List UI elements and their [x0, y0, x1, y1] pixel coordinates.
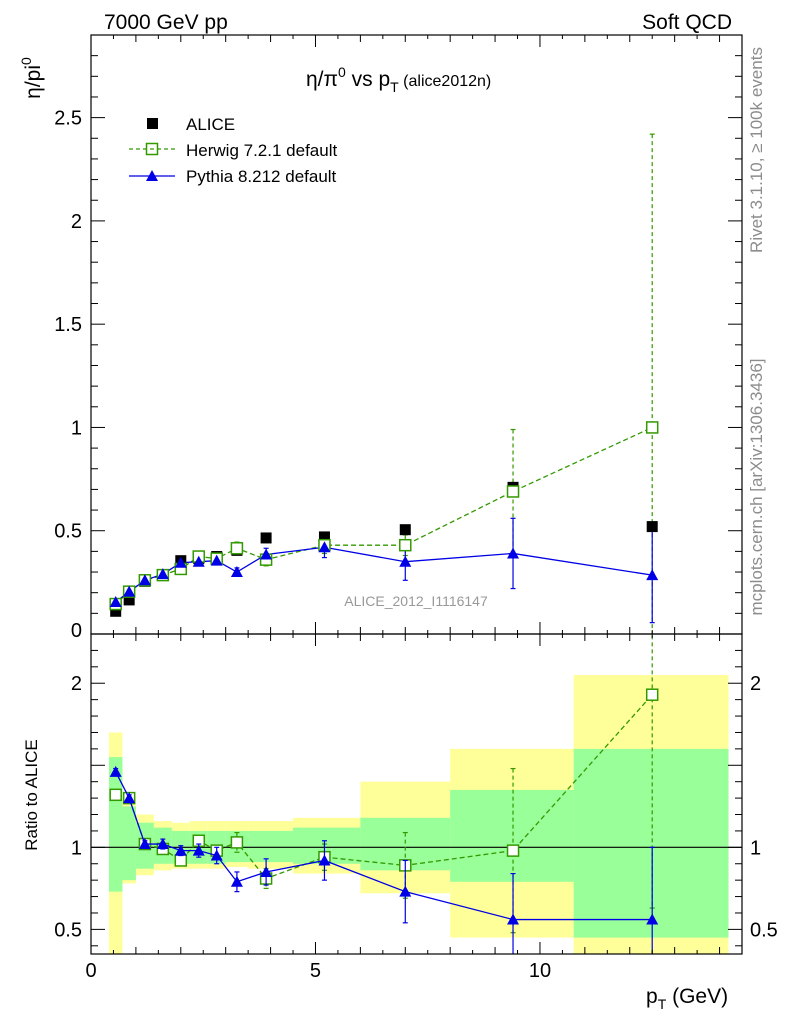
pythia-ratio-point-1 — [123, 792, 136, 804]
legend-marker-alice — [147, 118, 158, 129]
rivet-label: Rivet 3.1.10, ≥ 100k events — [747, 47, 766, 253]
pythia-point-8 — [260, 548, 273, 560]
pythia-point-1 — [123, 585, 136, 597]
pythia-point-3 — [156, 568, 169, 580]
alice-point-8 — [260, 532, 272, 544]
x-tick-label: 5 — [310, 960, 321, 982]
legend-marker-herwig — [145, 142, 159, 156]
herwig-point-12 — [645, 421, 659, 434]
pythia-ratio-point-9 — [318, 854, 331, 866]
alice-point-9 — [318, 531, 330, 543]
y-axis-title-top: η/pi0 — [18, 57, 45, 99]
band-stat-12 — [573, 748, 729, 938]
pythia-ratio-point-7 — [230, 875, 243, 887]
pythia-ratio-point-0 — [109, 765, 122, 777]
legend-label-alice: ALICE — [186, 115, 235, 134]
ratio-y-tick-label-left: 0.5 — [54, 919, 82, 941]
pythia-point-6 — [210, 554, 223, 566]
pythia-point-11 — [507, 547, 520, 559]
pythia-ratio-point-11 — [507, 913, 520, 925]
svg-text:η/π0 vs pT (alice2012n): η/π0 vs pT (alice2012n) — [306, 64, 491, 95]
chart-title: η/π0 vs pT (alice2012n) — [306, 64, 491, 95]
ratio-y-tick-label-right: 0.5 — [750, 919, 778, 941]
herwig-point-10 — [399, 538, 412, 552]
alice-point-12 — [646, 521, 658, 533]
herwig-point-7 — [230, 542, 244, 555]
band-stat-8 — [248, 830, 294, 863]
herwig-ratio-point-7 — [230, 836, 244, 849]
ratio-y-tick-label-right: 1 — [750, 837, 761, 859]
pythia-point-9 — [318, 541, 331, 553]
herwig-ratio-point-4 — [174, 854, 188, 867]
pythia-point-0 — [109, 595, 122, 607]
mcplots-label: mcplots.cern.ch [arXiv:1306.3436] — [747, 358, 766, 615]
alice-point-0 — [110, 605, 122, 617]
top-series-layer — [109, 133, 659, 634]
pythia-ratio-point-2 — [138, 838, 151, 850]
ratio-series-layer — [109, 634, 659, 954]
pythia-ratio-point-12 — [646, 913, 659, 925]
svg-text:η/pi0: η/pi0 — [18, 57, 45, 99]
herwig-ratio-point-0 — [109, 788, 122, 802]
bottom-frame — [90, 633, 743, 955]
header-right: Soft QCD — [642, 11, 732, 34]
top-y-tick-label: 0.5 — [54, 521, 82, 543]
top-y-tick-label: 2 — [71, 211, 82, 233]
y-axis-title-bottom: Ratio to ALICE — [22, 739, 41, 851]
pythia-ratio-point-6 — [210, 849, 223, 861]
x-axis-title: pT (GeV) — [646, 985, 728, 1012]
pythia-ratio-point-10 — [399, 885, 412, 897]
pythia-point-10 — [399, 555, 412, 567]
herwig-line — [115, 426, 653, 605]
pythia-ratio-point-8 — [260, 865, 273, 877]
svg-text:pT (GeV): pT (GeV) — [646, 985, 728, 1012]
alice-point-10 — [399, 524, 411, 536]
top-y-tick-label: 0 — [71, 620, 82, 642]
herwig-ratio-point-12 — [645, 688, 659, 701]
top-y-tick-label: 2.5 — [54, 108, 82, 130]
top-y-tick-label: 1.5 — [54, 314, 82, 336]
herwig-ratio-point-11 — [506, 844, 520, 857]
ratio-y-tick-label-left: 1 — [71, 837, 82, 859]
top-y-tick-label: 1 — [71, 417, 82, 439]
alice-point-1 — [123, 594, 135, 606]
legend-marker-pythia — [146, 170, 158, 181]
herwig-point-11 — [506, 485, 520, 498]
pythia-point-5 — [192, 555, 205, 567]
pythia-point-7 — [230, 566, 243, 578]
band-stat-1 — [122, 806, 136, 881]
legend-label-herwig: Herwig 7.2.1 default — [186, 141, 337, 160]
x-tick-label: 10 — [529, 960, 551, 982]
header-left: 7000 GeV pp — [104, 11, 228, 34]
x-tick-label: 0 — [85, 960, 96, 982]
ratio-y-tick-label-left: 2 — [71, 673, 82, 695]
pythia-ratio-point-5 — [192, 844, 205, 856]
uncertainty-bands — [91, 675, 742, 954]
legend: ALICE Herwig 7.2.1 default Pythia 8.212 … — [129, 115, 337, 186]
legend-label-pythia: Pythia 8.212 default — [186, 167, 337, 186]
pythia-point-4 — [174, 556, 187, 568]
pythia-ratio-point-3 — [156, 838, 169, 850]
ratio-y-tick-label-right: 2 — [750, 673, 761, 695]
pythia-point-2 — [138, 574, 151, 586]
pythia-point-12 — [646, 569, 659, 581]
pythia-ratio-point-4 — [174, 844, 187, 856]
band-stat-0 — [108, 757, 123, 892]
analysis-watermark: ALICE_2012_I1116147 — [344, 593, 488, 609]
